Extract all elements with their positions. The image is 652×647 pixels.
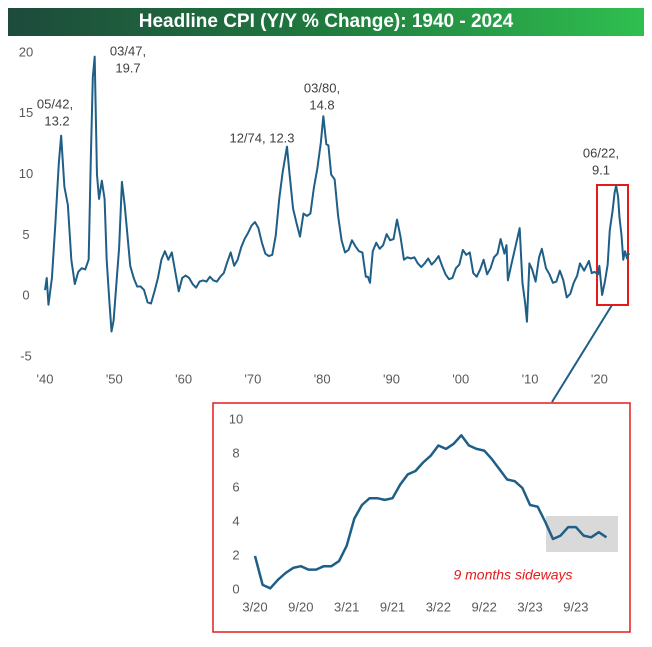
y-tick-label: 8: [232, 445, 239, 460]
x-tick-label: 3/23: [517, 599, 542, 614]
x-tick-label: 9/22: [472, 599, 497, 614]
y-tick-label: 10: [19, 166, 33, 181]
x-tick-label: 9/23: [563, 599, 588, 614]
peak-annotation: 03/47,: [110, 43, 146, 58]
chart-title: Headline CPI (Y/Y % Change): 1940 - 2024: [139, 11, 514, 32]
peak-annotation: 9.1: [592, 162, 610, 177]
y-tick-label: 4: [232, 513, 239, 528]
x-tick-label: 3/20: [242, 599, 267, 614]
peak-annotation: 12/74, 12.3: [229, 130, 294, 145]
x-tick-label: 3/22: [426, 599, 451, 614]
x-tick-label: '10: [522, 371, 539, 386]
y-tick-label: 5: [22, 227, 29, 242]
x-tick-label: '80: [314, 371, 331, 386]
x-tick-label: '90: [383, 371, 400, 386]
y-tick-label: 10: [229, 411, 243, 426]
peak-annotation: 19.7: [115, 60, 140, 75]
x-tick-label: '20: [591, 371, 608, 386]
x-tick-label: '70: [244, 371, 261, 386]
inset-frame: [212, 402, 631, 633]
y-tick-label: 6: [232, 479, 239, 494]
inset-annotation: 9 months sideways: [453, 567, 572, 583]
y-tick-label: -5: [20, 348, 32, 363]
y-tick-label: 0: [22, 288, 29, 303]
y-tick-label: 15: [19, 105, 33, 120]
x-tick-label: 3/21: [334, 599, 359, 614]
connector: [551, 304, 613, 403]
title-bar: [8, 8, 644, 36]
highlight-box: [596, 184, 629, 306]
x-tick-label: '60: [175, 371, 192, 386]
cpi-line: [44, 55, 631, 333]
peak-annotation: 14.8: [309, 97, 334, 112]
peak-annotation: 13.2: [44, 113, 69, 128]
peak-annotation: 05/42,: [37, 96, 73, 111]
peak-annotation: 06/22,: [583, 145, 619, 160]
x-tick-label: 9/21: [380, 599, 405, 614]
y-tick-label: 2: [232, 547, 239, 562]
x-tick-label: '00: [452, 371, 469, 386]
peak-annotation: 03/80,: [304, 80, 340, 95]
x-tick-label: '50: [106, 371, 123, 386]
y-tick-label: 0: [232, 581, 239, 596]
y-tick-label: 20: [19, 44, 33, 59]
x-tick-label: 9/20: [288, 599, 313, 614]
cpi-line: [253, 434, 608, 590]
x-tick-label: '40: [37, 371, 54, 386]
